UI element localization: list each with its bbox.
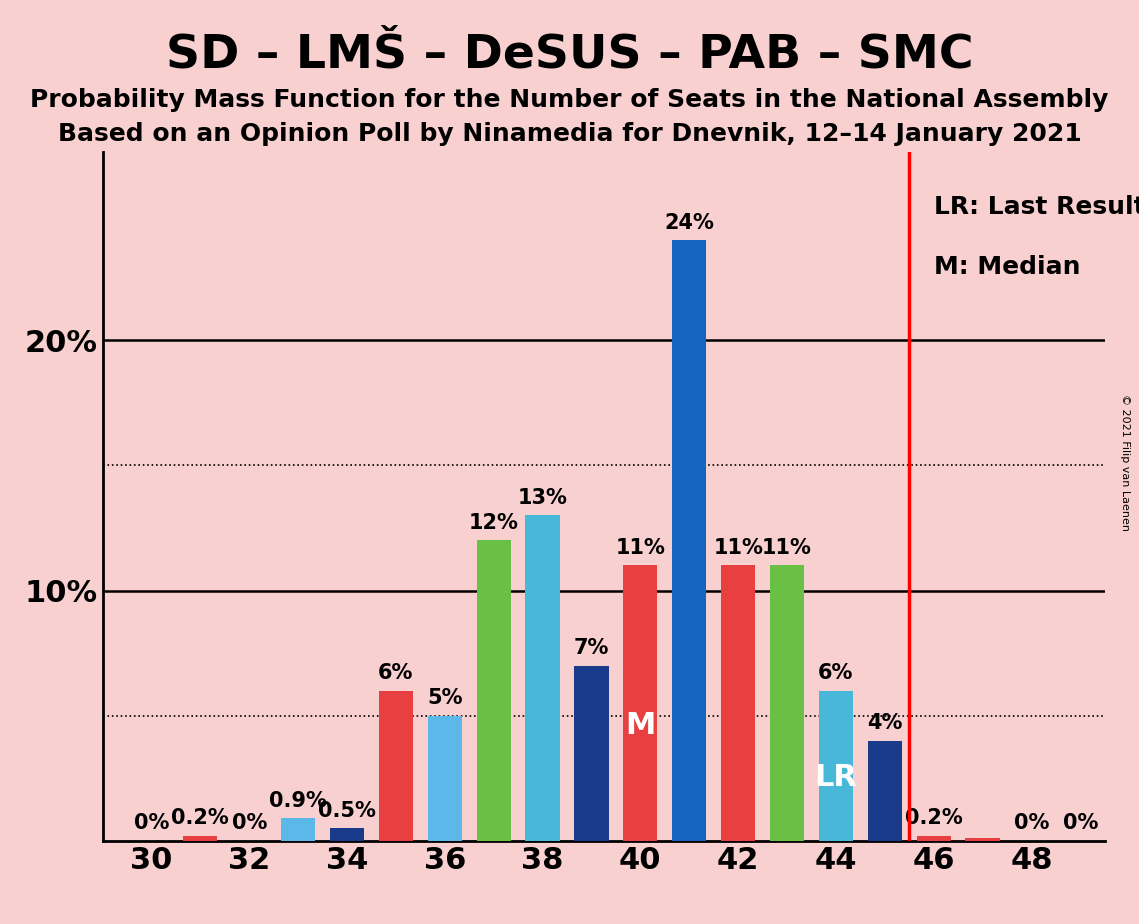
Bar [183, 836, 218, 841]
Bar [281, 819, 316, 841]
Text: 0%: 0% [1014, 813, 1049, 833]
Bar [427, 716, 462, 841]
Text: 24%: 24% [664, 213, 714, 233]
Text: 0%: 0% [1063, 813, 1098, 833]
Text: 11%: 11% [762, 538, 812, 558]
Bar [525, 516, 559, 841]
Text: 5%: 5% [427, 688, 462, 708]
Text: 13%: 13% [517, 488, 567, 508]
Bar [623, 565, 657, 841]
Text: 0.5%: 0.5% [318, 801, 376, 821]
Text: 11%: 11% [615, 538, 665, 558]
Text: © 2021 Filip van Laenen: © 2021 Filip van Laenen [1121, 394, 1130, 530]
Text: 12%: 12% [469, 513, 518, 533]
Text: SD – LMŠ – DeSUS – PAB – SMC: SD – LMŠ – DeSUS – PAB – SMC [165, 32, 974, 78]
Text: 7%: 7% [574, 638, 609, 658]
Text: 6%: 6% [378, 663, 413, 683]
Bar [672, 240, 706, 841]
Bar [819, 690, 853, 841]
Text: 0.2%: 0.2% [172, 808, 229, 828]
Text: 0.2%: 0.2% [904, 808, 962, 828]
Bar [721, 565, 755, 841]
Text: M: Median: M: Median [934, 255, 1080, 279]
Text: Probability Mass Function for the Number of Seats in the National Assembly: Probability Mass Function for the Number… [31, 88, 1108, 112]
Text: M: M [625, 711, 656, 740]
Bar [966, 838, 1000, 841]
Bar [574, 665, 608, 841]
Bar [868, 741, 902, 841]
Text: 6%: 6% [818, 663, 853, 683]
Bar [476, 541, 510, 841]
Text: 11%: 11% [713, 538, 763, 558]
Text: 4%: 4% [867, 713, 902, 734]
Text: 0%: 0% [133, 813, 169, 833]
Text: LR: Last Result: LR: Last Result [934, 195, 1139, 219]
Text: 0.9%: 0.9% [269, 791, 327, 810]
Text: LR: LR [814, 763, 858, 792]
Text: Based on an Opinion Poll by Ninamedia for Dnevnik, 12–14 January 2021: Based on an Opinion Poll by Ninamedia fo… [58, 122, 1081, 146]
Bar [330, 828, 364, 841]
Bar [917, 836, 951, 841]
Bar [379, 690, 413, 841]
Bar [770, 565, 804, 841]
Text: 0%: 0% [231, 813, 267, 833]
